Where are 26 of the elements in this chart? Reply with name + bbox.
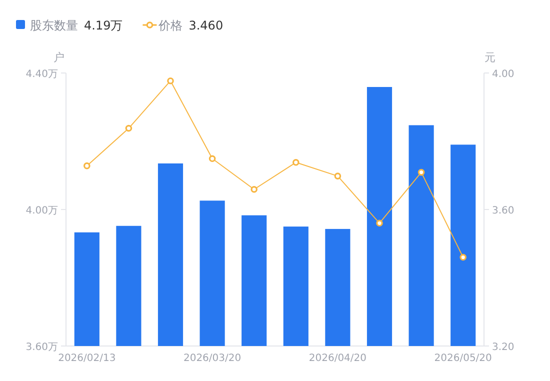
- x-tick-label: 2026/02/13: [58, 353, 116, 364]
- point: [167, 77, 174, 84]
- point: [418, 168, 425, 176]
- point: [292, 159, 300, 166]
- y2-tick-label: 3.20: [492, 342, 514, 353]
- y-tick-label: 4.40万: [26, 69, 58, 80]
- x-tick-label: 2026/05/20: [434, 353, 492, 364]
- y2-tick-label: 3.60: [492, 206, 514, 216]
- text: 4.19万: [84, 18, 123, 32]
- text: 3.460: [188, 18, 224, 32]
- y2-axis-title: 元: [484, 51, 496, 64]
- x-tick-label: 2026/03/20: [183, 353, 242, 364]
- point: [376, 220, 383, 227]
- point: [208, 155, 216, 162]
- y-tick-label: 3.60万: [26, 342, 58, 353]
- point: [250, 186, 258, 193]
- y-tick-label: 4.00万: [26, 206, 58, 216]
- y2-tick-label: 4.00: [492, 69, 514, 80]
- point: [460, 254, 466, 261]
- legend-label: 股东数量: [30, 18, 78, 32]
- x-tick-label: 2026/04/20: [308, 353, 367, 364]
- y-axis-title: 户: [54, 51, 64, 64]
- legend-label: 价格: [158, 18, 183, 32]
- point: [334, 172, 342, 180]
- point: [84, 162, 90, 170]
- point: [125, 124, 132, 132]
